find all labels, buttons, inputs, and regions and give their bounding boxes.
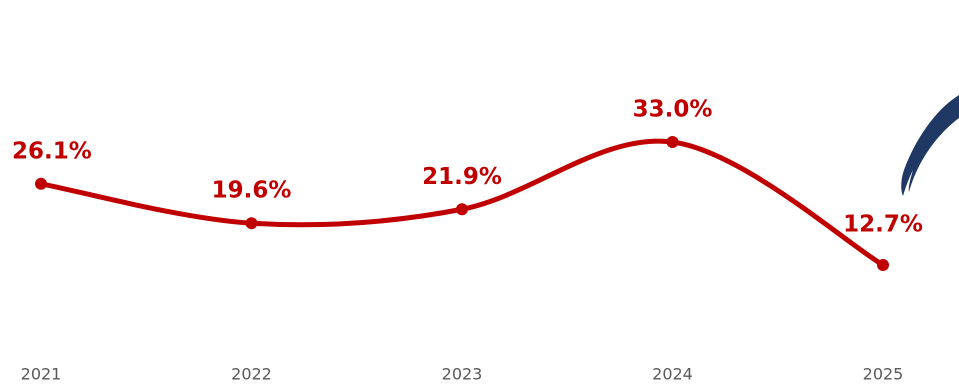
point [35, 177, 47, 190]
data-label: 33.0% [633, 97, 713, 123]
point [245, 217, 258, 230]
x-tick-label: 2025 [863, 365, 904, 384]
data-label: 12.7% [843, 212, 923, 238]
line [38, 138, 886, 268]
x-tick-label: 2022 [231, 365, 272, 384]
data-label: 26.1% [12, 138, 92, 164]
plot-area: 26.1% 19.6% 21.9% 33.0% 12.7% 2021 2022 2023 202… [12, 97, 923, 384]
x-tick-label: 2021 [21, 365, 62, 384]
point [877, 259, 889, 271]
point [666, 136, 679, 148]
x-tick-label: 2024 [652, 365, 693, 384]
data-label: 19.6% [212, 178, 292, 204]
point [456, 203, 468, 216]
x-tick-label: 2023 [442, 365, 483, 384]
data-label: 21.9% [422, 164, 502, 190]
brush-decoration [901, 95, 959, 196]
